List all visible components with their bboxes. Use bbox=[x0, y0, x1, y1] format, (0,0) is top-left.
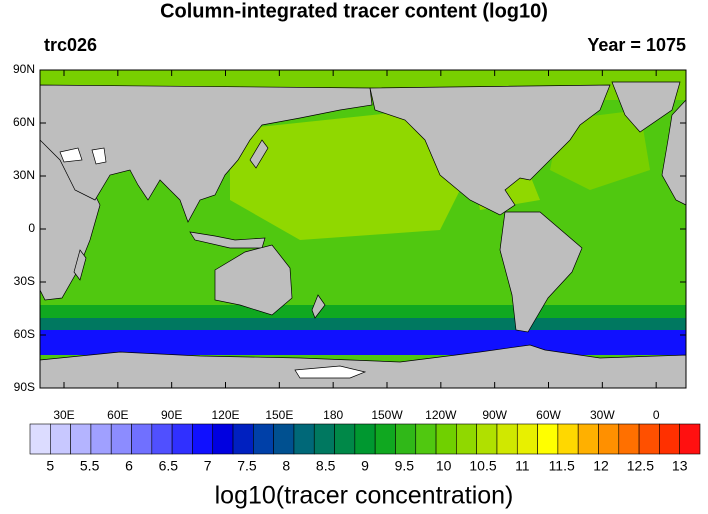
map bbox=[39, 69, 687, 389]
colorbar-tick-label: 5.5 bbox=[80, 458, 100, 474]
pacific-high bbox=[230, 110, 470, 240]
colorbar-box bbox=[435, 423, 457, 455]
left-label: trc026 bbox=[44, 35, 97, 55]
colorbar-box bbox=[537, 423, 559, 455]
ice-shelf bbox=[294, 365, 367, 379]
lat-label: 60S bbox=[14, 327, 35, 341]
lon-label: 60W bbox=[536, 408, 561, 422]
southern-ocean-1 bbox=[40, 305, 686, 320]
colorbar-box bbox=[476, 423, 498, 455]
right-label: Year = 1075 bbox=[587, 35, 686, 55]
lon-label: 30E bbox=[53, 408, 74, 422]
colorbar-tick-label: 7.5 bbox=[237, 458, 257, 474]
colorbar-tick-label: 12.5 bbox=[627, 458, 654, 474]
colorbar-tick-label: 11.5 bbox=[549, 458, 575, 474]
colorbar-box bbox=[90, 423, 112, 455]
colorbar-box bbox=[110, 423, 132, 455]
lon-label: 150E bbox=[265, 408, 293, 422]
colorbar-box bbox=[151, 423, 173, 455]
lon-label: 120W bbox=[425, 408, 457, 422]
colorbar-box bbox=[374, 423, 396, 455]
colorbar-box bbox=[29, 423, 51, 455]
colorbar-box bbox=[577, 423, 599, 455]
colorbar-tick-label: 8 bbox=[282, 458, 290, 474]
colorbar-box bbox=[131, 423, 153, 455]
inland-seas bbox=[59, 147, 107, 165]
colorbar-tick-label: 5 bbox=[46, 458, 54, 474]
colorbar-tick-label: 9 bbox=[361, 458, 369, 474]
colorbar-box bbox=[456, 423, 477, 455]
greenland bbox=[611, 81, 681, 133]
colorbar-box bbox=[496, 423, 518, 455]
lon-label: 0 bbox=[653, 408, 660, 422]
colorbar-box bbox=[313, 423, 335, 455]
colorbar-box bbox=[516, 423, 538, 455]
colorbar-tick-label: 6 bbox=[125, 458, 133, 474]
southern-ocean-2 bbox=[40, 318, 686, 332]
colorbar-box bbox=[70, 423, 92, 455]
lat-label: 90N bbox=[13, 62, 35, 76]
colorbar-box bbox=[618, 423, 640, 455]
colorbar-tick-label: 6.5 bbox=[159, 458, 179, 474]
south-america bbox=[499, 211, 583, 333]
lon-label: 90E bbox=[161, 408, 182, 422]
indonesia bbox=[189, 231, 266, 249]
lon-label: 120E bbox=[211, 408, 239, 422]
lon-label: 90W bbox=[482, 408, 507, 422]
lon-label: 30W bbox=[590, 408, 615, 422]
colorbar-title: log10(tracer concentration) bbox=[215, 482, 514, 510]
north-america bbox=[369, 84, 611, 216]
colorbar-box bbox=[192, 423, 214, 455]
colorbar-tick-label: 8.5 bbox=[316, 458, 336, 474]
colorbar-box bbox=[638, 423, 660, 455]
colorbar-tick-label: 9.5 bbox=[395, 458, 415, 474]
colorbar-box bbox=[354, 423, 376, 455]
lat-label: 30N bbox=[13, 168, 35, 182]
lon-label: 180 bbox=[323, 408, 343, 422]
colorbar-tick-label: 12 bbox=[593, 458, 609, 474]
colorbar-tick-label: 11 bbox=[515, 458, 530, 474]
colorbar-tick-label: 10.5 bbox=[469, 458, 496, 474]
lat-label: 90S bbox=[14, 380, 35, 394]
colorbar-box bbox=[253, 423, 274, 455]
colorbar-box bbox=[50, 423, 71, 455]
colorbar-box bbox=[212, 423, 234, 455]
colorbar-box bbox=[415, 423, 437, 455]
colorbar-tick-label: 10 bbox=[436, 458, 452, 474]
colorbar-tick-label: 7 bbox=[204, 458, 212, 474]
colorbar-box bbox=[334, 423, 356, 455]
japan bbox=[249, 139, 269, 169]
colorbar-box bbox=[557, 423, 579, 455]
colorbar-box bbox=[171, 423, 193, 455]
lat-label: 30S bbox=[14, 274, 35, 288]
lat-label: 0 bbox=[28, 221, 35, 235]
colorbar-box bbox=[659, 423, 680, 455]
southern-ocean-3 bbox=[40, 330, 686, 355]
lon-label: 150W bbox=[371, 408, 403, 422]
madagascar bbox=[73, 249, 87, 281]
lon-label: 60E bbox=[107, 408, 128, 422]
title: Column-integrated tracer content (log10) bbox=[160, 0, 548, 22]
eurasia bbox=[39, 84, 373, 223]
colorbar-box bbox=[679, 423, 701, 455]
colorbar-box bbox=[395, 423, 417, 455]
colorbar-tick-label: 13 bbox=[672, 458, 688, 474]
lat-label: 60N bbox=[13, 115, 35, 129]
colorbar-box bbox=[232, 423, 254, 455]
colorbar-box bbox=[293, 423, 315, 455]
colorbar-box bbox=[598, 423, 620, 455]
new-zealand bbox=[311, 294, 326, 319]
colorbar-box bbox=[273, 423, 295, 455]
australia bbox=[214, 244, 293, 316]
